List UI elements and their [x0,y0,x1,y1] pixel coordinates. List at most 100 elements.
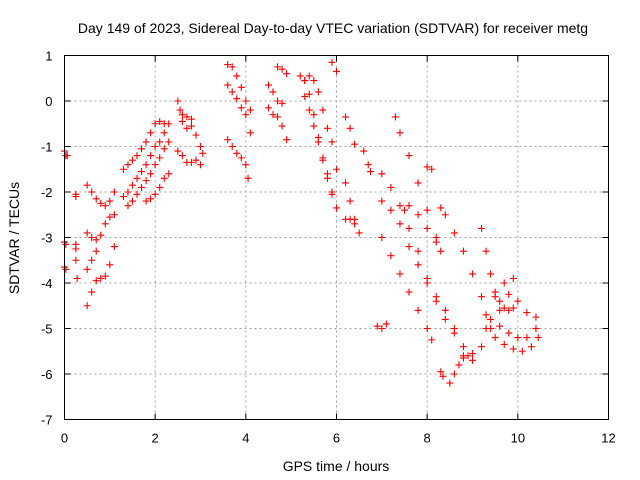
data-point [314,88,322,96]
series-arc-28 [342,179,363,237]
data-point [301,77,309,85]
data-point [432,238,440,246]
data-point [224,81,232,89]
data-point [305,72,313,80]
series-arc-27 [342,113,359,148]
series-arc-24 [301,72,340,173]
data-point [142,138,150,146]
chart-title: Day 149 of 2023, Sidereal Day-to-day VTE… [78,20,588,36]
data-point [387,206,395,214]
axis-ticks [64,55,609,420]
data-point [432,297,440,305]
data-point [228,63,236,71]
series-arc-23 [296,72,336,198]
data-point [242,161,250,169]
data-point [437,204,445,212]
data-point [174,147,182,155]
data-point [405,224,413,232]
data-point [101,202,109,210]
data-point [92,195,100,203]
series-arc-22 [265,81,286,107]
data-point [83,302,91,310]
series-arc-29 [342,215,359,228]
data-point [401,206,408,214]
data-point [437,368,445,376]
data-point [469,356,476,364]
data-point [405,202,413,210]
data-point [469,350,476,358]
y-axis-label: SDTVAR / TECUs [6,182,22,294]
data-point [88,288,96,296]
data-point [224,61,232,69]
series-arc-44 [478,290,540,351]
data-point [156,138,164,146]
data-point [192,131,200,139]
series-arc-05 [72,240,81,282]
data-point [428,165,436,173]
data-point [178,117,186,125]
x-tick-label: 4 [242,431,249,446]
x-tick-label: 2 [152,431,159,446]
data-points [61,58,542,387]
data-point [414,179,422,187]
data-point [491,293,499,301]
data-point [237,154,245,162]
data-point [482,247,490,255]
data-point [174,97,182,105]
data-point [88,256,96,264]
data-point [165,138,173,146]
series-arc-02 [61,238,70,248]
data-point [151,190,159,198]
data-point [72,193,80,201]
data-point [178,152,186,160]
series-arc-06 [83,181,118,210]
data-point [142,161,150,169]
data-point [242,97,250,105]
data-point [92,247,100,255]
data-point [387,252,395,260]
data-point [455,361,463,369]
y-tick-label: -3 [41,231,53,246]
data-point [534,334,542,342]
data-point [269,111,277,119]
series-arc-43 [487,315,540,342]
data-point [373,322,381,330]
data-point [450,229,458,237]
data-point [129,156,136,164]
x-tick-label: 12 [601,431,615,446]
data-point [532,313,540,321]
data-point [346,197,354,205]
data-point [441,211,449,219]
data-point [423,206,431,214]
series-arc-30 [360,147,374,176]
data-point [378,197,386,205]
data-point [496,297,504,305]
series-arc-26 [328,58,340,75]
data-point [101,220,109,228]
series-arc-19 [224,136,252,182]
data-point [165,120,173,128]
data-point [360,147,368,155]
data-point [355,229,363,237]
data-point [396,129,404,137]
x-tick-labels: 0 2 4 6 8 10 12 [61,431,616,446]
data-point [439,372,447,380]
data-point [305,90,313,98]
data-point [333,165,340,173]
data-point [62,240,70,248]
data-point [97,199,105,207]
data-point [147,129,155,137]
data-point [509,345,517,353]
data-point [391,113,399,121]
x-tick-label: 6 [333,431,340,446]
data-point [88,188,96,196]
data-point [160,145,168,153]
data-point [124,188,132,196]
data-point [314,138,322,146]
data-point [274,97,282,105]
data-point [278,122,286,130]
data-point [405,152,413,160]
data-point [147,152,155,160]
data-point [396,220,404,228]
data-point [423,163,431,171]
